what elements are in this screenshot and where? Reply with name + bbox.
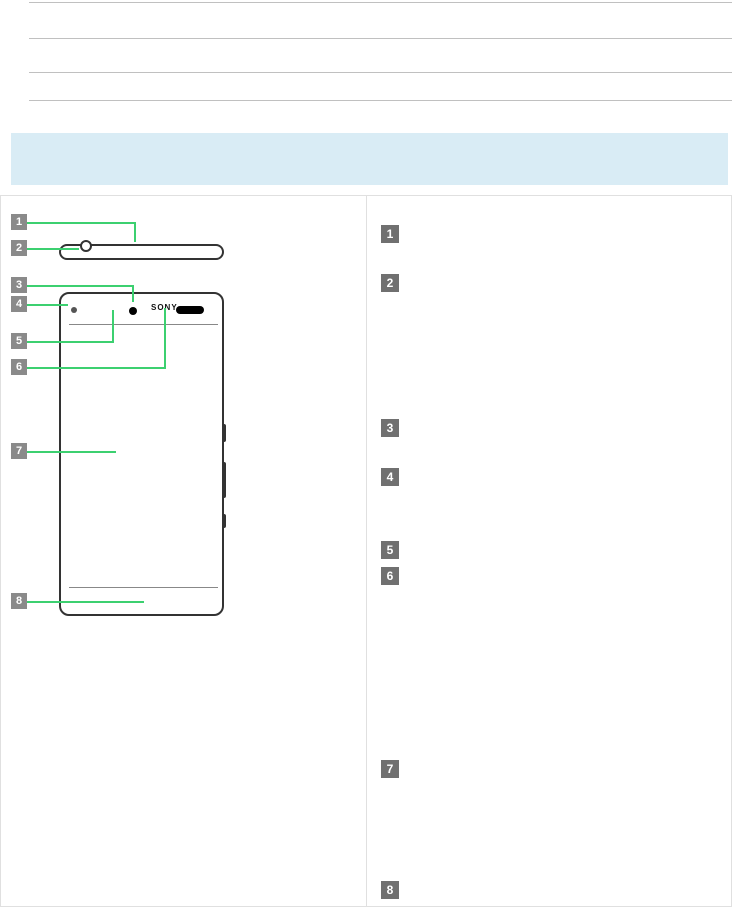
phone-screen (69, 324, 218, 588)
callout-box: 5 (11, 333, 27, 349)
hr-3 (29, 72, 732, 73)
legend-panel: 1 2 3 4 5 6 7 8 (366, 195, 732, 907)
callout-lead (27, 367, 164, 369)
headphone-jack-icon (80, 240, 92, 252)
callout-box: 2 (11, 240, 27, 256)
legend-marker: 7 (381, 760, 399, 778)
callout-lead (132, 285, 134, 302)
lower-region: SONY 1 2 3 4 5 (0, 195, 732, 907)
sensor-icon (71, 307, 77, 313)
callout-box: 1 (11, 214, 27, 230)
front-camera-icon (129, 307, 137, 315)
diagram-panel: SONY 1 2 3 4 5 (0, 195, 366, 907)
callout-lead (27, 285, 132, 287)
callout-lead (112, 310, 114, 343)
legend-marker: 1 (381, 225, 399, 243)
legend-marker: 2 (381, 274, 399, 292)
legend-marker: 5 (381, 541, 399, 559)
ear-speaker-icon (176, 306, 204, 314)
callout-lead (134, 222, 136, 242)
legend-marker: 4 (381, 468, 399, 486)
callout-lead (27, 451, 116, 453)
section-banner (11, 133, 728, 185)
callout-box: 7 (11, 443, 27, 459)
legend-marker: 6 (381, 567, 399, 585)
legend-marker: 3 (381, 419, 399, 437)
phone-diagram: SONY 1 2 3 4 5 (4, 206, 220, 626)
callout-box: 4 (11, 296, 27, 312)
side-button-1 (222, 424, 226, 442)
top-region (0, 0, 732, 195)
callout-lead (27, 601, 144, 603)
legend-marker: 8 (381, 881, 399, 899)
callout-lead (164, 308, 166, 369)
callout-box: 8 (11, 593, 27, 609)
callout-lead (27, 304, 68, 306)
hr-4 (29, 100, 732, 101)
hr-2 (29, 38, 732, 39)
side-button-3 (222, 514, 226, 528)
callout-lead (27, 222, 134, 224)
callout-lead (27, 341, 112, 343)
callout-box: 3 (11, 277, 27, 293)
callout-lead (27, 248, 79, 250)
hr-1 (29, 2, 732, 3)
callout-box: 6 (11, 359, 27, 375)
side-button-2 (222, 462, 226, 498)
